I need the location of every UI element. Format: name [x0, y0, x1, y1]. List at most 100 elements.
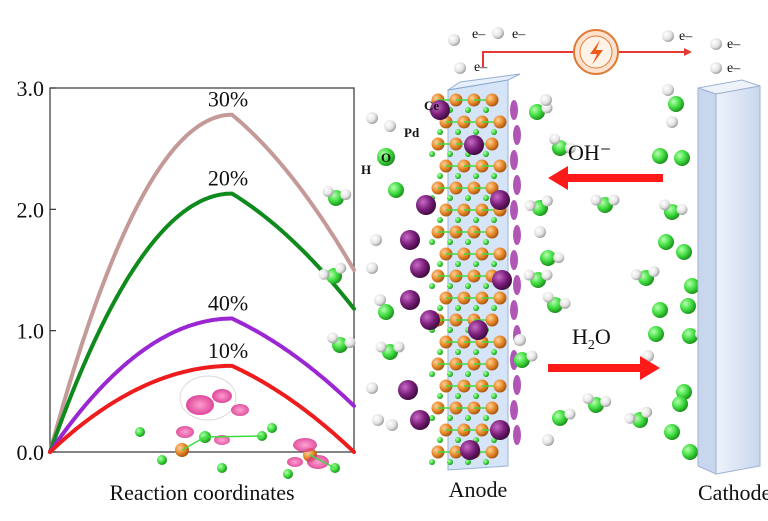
o-atom — [465, 107, 471, 113]
charge-lobe — [510, 200, 518, 220]
o-atom — [429, 459, 435, 465]
o-atom — [447, 195, 453, 201]
ce-atom — [490, 420, 510, 440]
o-atom — [437, 129, 443, 135]
hydroxide-molecule — [514, 350, 538, 368]
svg-text:H2O: H2O — [572, 324, 611, 353]
o-atom — [491, 129, 497, 135]
ion-transport: OH⁻ H2O — [548, 140, 663, 380]
electrolyte-molecules — [318, 84, 707, 460]
o-atom — [455, 217, 461, 223]
svg-text:e–: e– — [512, 27, 526, 42]
y-axis-ticks: 0.0 1.0 2.0 3.0 — [17, 76, 56, 465]
oxygen-atom — [664, 424, 680, 440]
pd-atom — [493, 379, 507, 393]
o-atom — [473, 173, 479, 179]
o-atom — [447, 415, 453, 421]
o-atom — [455, 393, 461, 399]
water-molecule — [375, 341, 405, 360]
oxygen-atom — [682, 444, 698, 460]
o-atom — [437, 437, 443, 443]
ce-atom — [464, 135, 484, 155]
oxygen-atom — [684, 278, 700, 294]
hydrogen-atom — [384, 120, 396, 132]
oxygen-atom — [672, 396, 688, 412]
series-label-20pct: 20% — [208, 166, 248, 191]
o-atom — [429, 371, 435, 377]
water-molecule — [630, 266, 660, 286]
o-atom — [491, 393, 497, 399]
water-molecule — [523, 269, 553, 288]
charge-density-inset — [135, 375, 340, 479]
pd-atom — [493, 335, 507, 349]
water-molecule — [524, 195, 553, 216]
y-tick-label: 1.0 — [17, 319, 45, 344]
oxygen-atom — [676, 244, 692, 260]
svg-text:OH⁻: OH⁻ — [568, 140, 611, 165]
water-molecule — [659, 199, 688, 220]
hydrogen-atom — [374, 294, 386, 306]
oxygen-atom — [658, 234, 674, 250]
ce-atom — [398, 380, 418, 400]
hydrogen-atom — [366, 262, 378, 274]
charge-lobe — [513, 425, 521, 445]
o-atom — [447, 371, 453, 377]
hydroxide-arrow: OH⁻ — [548, 140, 663, 190]
electron-group-right: e– e– e– — [662, 29, 741, 76]
cathode-structure: Cathode — [697, 79, 768, 505]
hydrogen-atom — [370, 234, 382, 246]
pd-atom — [493, 247, 507, 261]
ce-atom — [460, 440, 480, 460]
o-atom — [491, 217, 497, 223]
o-atom — [483, 283, 489, 289]
o-atom — [473, 261, 479, 267]
label-o-atom — [377, 148, 395, 166]
x-axis-label: Reaction coordinates — [109, 480, 294, 505]
o-atom — [483, 195, 489, 201]
o-atom — [429, 415, 435, 421]
pd-atom — [485, 445, 499, 459]
o-atom — [465, 371, 471, 377]
hydrogen-atom — [386, 419, 398, 431]
o-atom — [483, 107, 489, 113]
ce-atom — [400, 230, 420, 250]
o-atom — [473, 349, 479, 355]
hydrogen-atom — [662, 84, 674, 96]
pd-atom — [485, 225, 499, 239]
power-source-icon — [573, 29, 619, 75]
pd-atom — [493, 291, 507, 305]
electron-group-left: e– e– e– — [448, 27, 526, 75]
pd-atom — [485, 137, 499, 151]
o-atom — [429, 151, 435, 157]
oxygen-atom — [674, 150, 690, 166]
charge-lobe — [513, 375, 521, 395]
pd-atom — [485, 93, 499, 107]
water-molecule — [590, 194, 620, 213]
pd-atom — [493, 115, 507, 129]
svg-text:e–: e– — [679, 29, 693, 44]
label-h: H — [361, 162, 371, 177]
oxygen-atom — [652, 148, 668, 164]
o-atom — [491, 261, 497, 267]
charge-lobe — [513, 175, 521, 195]
hydrogen-atom — [366, 112, 378, 124]
o-atom — [465, 415, 471, 421]
svg-text:e–: e– — [472, 27, 486, 42]
o-atom — [491, 173, 497, 179]
o-atom — [465, 239, 471, 245]
charge-lobe — [513, 275, 521, 295]
o-atom — [473, 393, 479, 399]
label-ce: Ce — [424, 98, 439, 113]
svg-text:e–: e– — [727, 61, 741, 76]
charge-lobe — [513, 225, 521, 245]
series-label-40pct: 40% — [208, 291, 248, 316]
curve-labels: 30% 20% 40% 10% — [208, 87, 248, 363]
o-atom — [483, 415, 489, 421]
charge-lobe — [510, 100, 518, 120]
energy-chart: 0.0 1.0 2.0 3.0 30% 20% 40% 10% — [17, 76, 356, 505]
ce-atom — [468, 320, 488, 340]
o-atom — [447, 239, 453, 245]
water-molecule — [542, 291, 571, 313]
charge-lobe — [510, 400, 518, 420]
